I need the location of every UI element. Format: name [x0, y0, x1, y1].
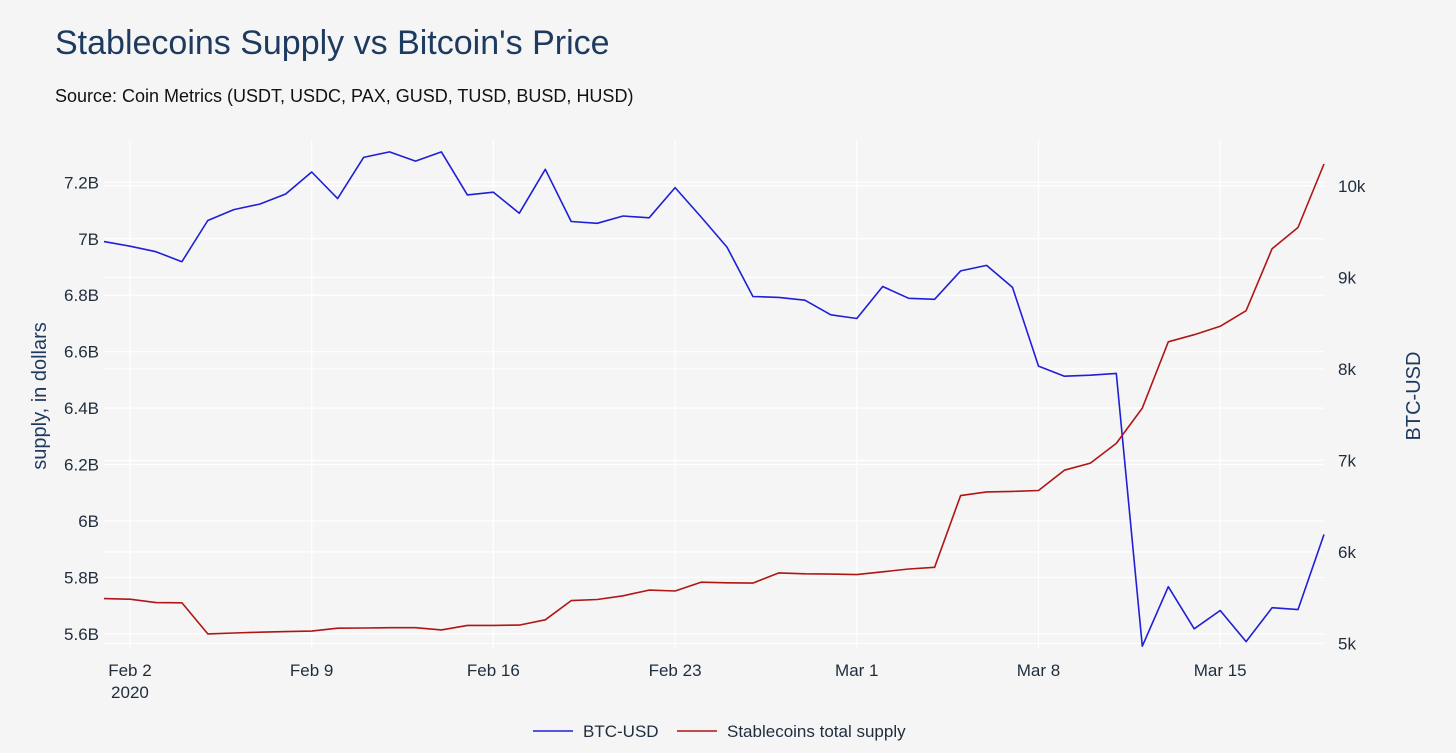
y-left-tick-label: 5.6B	[64, 625, 99, 644]
legend-item-btc[interactable]: BTC-USD	[533, 722, 659, 741]
legend-item-supply[interactable]: Stablecoins total supply	[677, 722, 906, 741]
x-tick-label: Mar 1	[835, 661, 878, 680]
y-left-tick-label: 7.2B	[64, 173, 99, 192]
x-tick-label: Feb 23	[649, 661, 702, 680]
y-right-tick-label: 7k	[1338, 451, 1356, 470]
y-left-tick-label: 6.2B	[64, 456, 99, 475]
legend-label-supply: Stablecoins total supply	[727, 722, 906, 741]
y-left-tick-label: 6B	[78, 512, 99, 531]
x-tick-sublabel: 2020	[111, 683, 149, 702]
x-axis-ticks: Feb 2 2020 Feb 9 Feb 16 Feb 23 Mar 1 Mar 8 Mar …	[108, 661, 1246, 702]
y-left-tick-label: 5.8B	[64, 568, 99, 587]
y-right-tick-label: 8k	[1338, 360, 1356, 379]
x-tick-label: Feb 2	[108, 661, 151, 680]
chart-title: Stablecoins Supply vs Bitcoin's Price	[55, 24, 610, 62]
y-right-tick-label: 5k	[1338, 634, 1356, 653]
y-left-tick-label: 6.4B	[64, 399, 99, 418]
y-right-tick-label: 6k	[1338, 543, 1356, 562]
y-left-tick-label: 6.8B	[64, 286, 99, 305]
series-lines[interactable]	[103, 151, 1325, 648]
legend-label-btc: BTC-USD	[583, 722, 659, 741]
series-line-stablecoins-supply[interactable]	[103, 163, 1325, 635]
legend[interactable]: BTC-USD Stablecoins total supply	[533, 722, 906, 741]
y-axis-right-title: BTC-USD	[1403, 352, 1425, 441]
series-line-btc-usd[interactable]	[103, 151, 1325, 648]
x-tick-label: Feb 16	[467, 661, 520, 680]
chart-subtitle: Source: Coin Metrics (USDT, USDC, PAX, G…	[55, 86, 634, 106]
y-left-tick-label: 7B	[78, 230, 99, 249]
y-right-tick-label: 10k	[1338, 177, 1366, 196]
grid-lines	[104, 140, 1324, 648]
x-tick-label: Mar 15	[1194, 661, 1247, 680]
y-left-tick-label: 6.6B	[64, 343, 99, 362]
x-tick-label: Feb 9	[290, 661, 333, 680]
right-axis-ticks: 5k 6k 7k 8k 9k 10k	[1338, 177, 1366, 654]
x-tick-label: Mar 8	[1017, 661, 1060, 680]
y-axis-left-title: supply, in dollars	[29, 322, 51, 469]
left-axis-ticks: 5.6B 5.8B 6B 6.2B 6.4B 6.6B 6.8B 7B 7.2B	[64, 173, 99, 644]
y-right-tick-label: 9k	[1338, 268, 1356, 287]
